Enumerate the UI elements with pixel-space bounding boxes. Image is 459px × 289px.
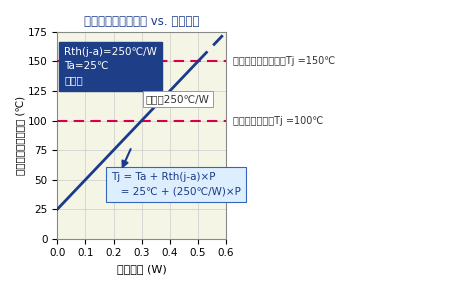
Text: 絶対最大定格　：　Tj =150℃: 絶対最大定格 ： Tj =150℃ xyxy=(233,56,335,66)
Title: ジャンクション温度 vs. 消費電力: ジャンクション温度 vs. 消費電力 xyxy=(84,15,199,28)
X-axis label: 消費電力 (W): 消費電力 (W) xyxy=(117,264,167,274)
Y-axis label: ジャンクション温度 (℃): ジャンクション温度 (℃) xyxy=(15,96,25,175)
Text: 推奚温度　：　Tj =100℃: 推奚温度 ： Tj =100℃ xyxy=(233,116,323,125)
Text: Rth(j-a)=250℃/W
Ta=25℃
の場合: Rth(j-a)=250℃/W Ta=25℃ の場合 xyxy=(64,47,157,85)
Text: Tj = Ta + Rth(j-a)×P
   = 25℃ + (250℃/W)×P: Tj = Ta + Rth(j-a)×P = 25℃ + (250℃/W)×P xyxy=(111,172,241,196)
Text: 傍き：250℃/W: 傍き：250℃/W xyxy=(146,94,210,104)
